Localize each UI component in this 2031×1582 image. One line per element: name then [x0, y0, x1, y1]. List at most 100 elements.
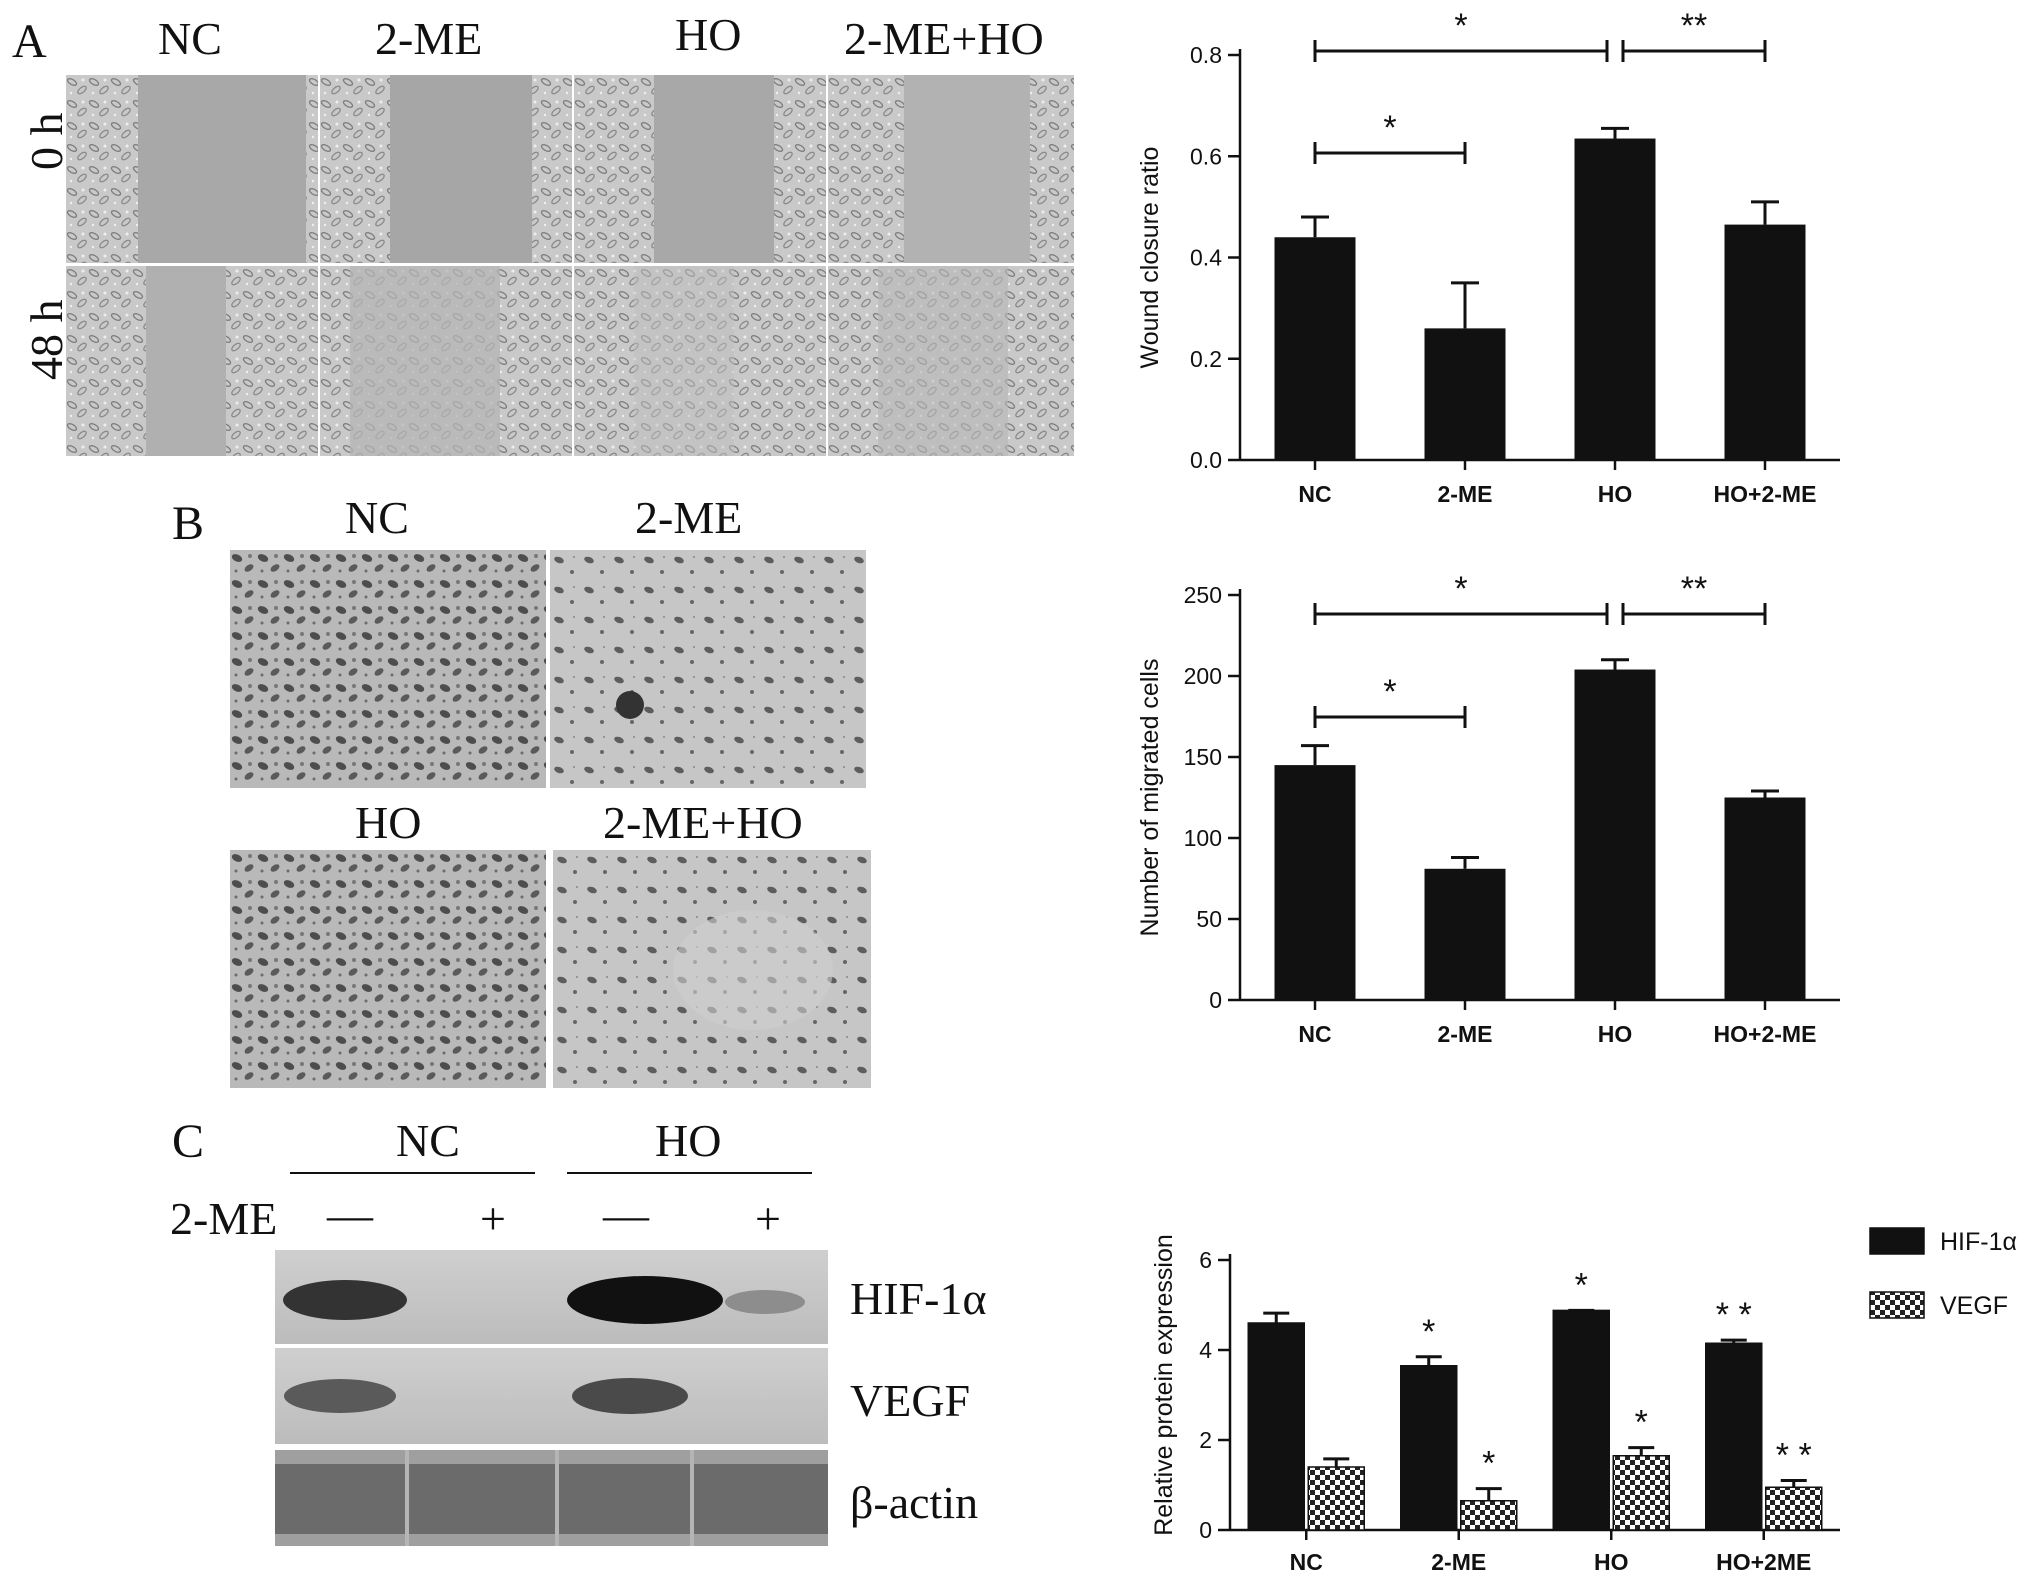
panel-b-letter: B — [172, 497, 205, 550]
y-tick-label: 4 — [1199, 1337, 1212, 1363]
scratch-image-ho-0h — [574, 75, 826, 263]
legend-swatch-VEGF — [1869, 1291, 1925, 1319]
significance-mark: * — [1383, 109, 1396, 147]
y-tick-label: 100 — [1184, 825, 1222, 851]
x-tick-label: HO — [1598, 1021, 1633, 1047]
lane-sign-2: + — [480, 1193, 506, 1244]
bar-HIF-1α-2-ME — [1400, 1365, 1458, 1531]
treatment-label: 2-ME — [170, 1193, 278, 1244]
y-tick-label: 2 — [1199, 1427, 1212, 1453]
scratch-image-2me-48h — [320, 266, 572, 456]
bar-HO — [1574, 669, 1656, 1000]
y-tick-label: 0.6 — [1190, 143, 1222, 169]
band-label-vegf: VEGF — [850, 1375, 971, 1426]
panel-a-col-label-2me: 2-ME — [375, 13, 483, 64]
band-label-beta-actin: β-actin — [850, 1477, 979, 1528]
scratch-image-nc-48h — [66, 266, 318, 456]
panel-a-col-label-2me-ho: 2-ME+HO — [844, 13, 1044, 64]
y-tick-label: 250 — [1184, 582, 1222, 608]
significance-mark: * — [1383, 673, 1396, 711]
transwell-image-2me-ho — [553, 850, 871, 1088]
bar-VEGF-NC — [1307, 1466, 1365, 1531]
wound-closure-chart: 0.0 0.2 0.4 0.6 0.8 Wound closure ratio NC 2-ME… — [1136, 10, 1840, 507]
x-tick-label: HO — [1598, 481, 1633, 507]
legend-label: VEGF — [1940, 1292, 2008, 1320]
panel-b-label-2me-ho: 2-ME+HO — [603, 797, 803, 848]
blot-group-label-ho: HO — [655, 1115, 722, 1166]
y-tick-label: 0.0 — [1190, 447, 1222, 473]
y-axis-title: Relative protein expression — [1150, 1234, 1178, 1536]
panel-a-letter: A — [12, 15, 47, 68]
scratch-image-2me-0h — [320, 75, 572, 263]
bar-HO+2-ME — [1724, 224, 1806, 460]
blot-group-line-ho — [567, 1172, 812, 1174]
bar-NC — [1274, 765, 1356, 1000]
significance-mark: ** — [1681, 570, 1707, 608]
bar-2-ME — [1424, 868, 1506, 1000]
y-tick-label: 0.2 — [1190, 346, 1222, 372]
scratch-image-ho-48h — [574, 266, 826, 456]
panel-a-col-label-nc: NC — [158, 13, 222, 64]
x-tick-label: NC — [1298, 1021, 1331, 1047]
significance-mark: * * — [1716, 1296, 1752, 1334]
y-axis-title: Number of migrated cells — [1136, 659, 1164, 937]
significance-mark: * — [1575, 1266, 1588, 1304]
panel-b-label-ho: HO — [355, 797, 422, 848]
bar-HO — [1574, 138, 1656, 460]
y-tick-label: 200 — [1184, 663, 1222, 689]
x-tick-label: 2-ME — [1431, 1549, 1486, 1575]
y-tick-label: 0.8 — [1190, 42, 1222, 68]
y-axis-title: Wound closure ratio — [1136, 147, 1164, 369]
x-tick-label: HO+2ME — [1716, 1549, 1811, 1575]
bar-HIF-1α-HO+2ME — [1705, 1342, 1763, 1531]
blot-group-label-nc: NC — [396, 1115, 460, 1166]
significance-mark: * — [1454, 570, 1467, 608]
significance-mark: ** — [1681, 10, 1707, 45]
y-tick-label: 50 — [1196, 906, 1222, 932]
bar-NC — [1274, 237, 1356, 460]
significance-mark: * — [1454, 10, 1467, 45]
blot-strip-vegf — [275, 1348, 828, 1444]
bar-HIF-1α-HO — [1552, 1309, 1610, 1531]
bar-VEGF-HO — [1612, 1455, 1670, 1531]
bar-HO+2-ME — [1724, 797, 1806, 1000]
y-tick-label: 0 — [1209, 987, 1222, 1013]
significance-mark: * — [1482, 1445, 1495, 1483]
scratch-image-nc-0h — [66, 75, 318, 263]
bar-VEGF-2-ME — [1460, 1500, 1518, 1531]
bar-HIF-1α-NC — [1247, 1322, 1305, 1531]
lane-sign-1: — — [327, 1189, 373, 1240]
significance-mark: * * — [1776, 1437, 1812, 1475]
blot-strip-hif1a — [275, 1250, 828, 1344]
transwell-image-nc — [230, 550, 546, 788]
legend-label: HIF-1α — [1940, 1228, 2017, 1256]
blot-group-line-nc — [290, 1172, 535, 1174]
panel-b-label-nc: NC — [345, 492, 409, 543]
y-tick-label: 0 — [1199, 1517, 1212, 1543]
x-tick-label: NC — [1298, 481, 1331, 507]
lane-sign-4: + — [755, 1193, 781, 1244]
bar-VEGF-HO+2ME — [1765, 1486, 1823, 1531]
x-tick-label: NC — [1290, 1549, 1323, 1575]
panel-a-col-label-ho: HO — [675, 9, 742, 60]
y-tick-label: 0.4 — [1190, 245, 1222, 271]
legend-swatch-HIF-1α — [1869, 1227, 1925, 1255]
transwell-image-ho — [230, 850, 546, 1088]
x-tick-label: HO+2-ME — [1714, 1021, 1817, 1047]
lane-sign-3: — — [603, 1189, 649, 1240]
x-tick-label: 2-ME — [1438, 481, 1493, 507]
significance-mark: * — [1635, 1404, 1648, 1442]
band-label-hif1a: HIF-1α — [850, 1273, 987, 1324]
y-tick-label: 150 — [1184, 744, 1222, 770]
panel-b-label-2me: 2-ME — [635, 492, 743, 543]
blot-strip-beta-actin — [275, 1450, 828, 1546]
scratch-image-2me-ho-48h — [828, 266, 1074, 456]
significance-mark: * — [1422, 1313, 1435, 1351]
x-tick-label: HO — [1594, 1549, 1629, 1575]
panel-c-letter: C — [172, 1115, 205, 1168]
bar-2-ME — [1424, 328, 1506, 460]
x-tick-label: 2-ME — [1438, 1021, 1493, 1047]
migrated-cells-chart: 0 50 100 150 200 250 Number of migrated cells N… — [1136, 570, 1840, 1047]
protein-expression-chart: 0 2 4 6 Relative protein expression NC 2-ME * * H… — [1150, 1227, 2017, 1575]
y-tick-label: 6 — [1199, 1247, 1212, 1273]
